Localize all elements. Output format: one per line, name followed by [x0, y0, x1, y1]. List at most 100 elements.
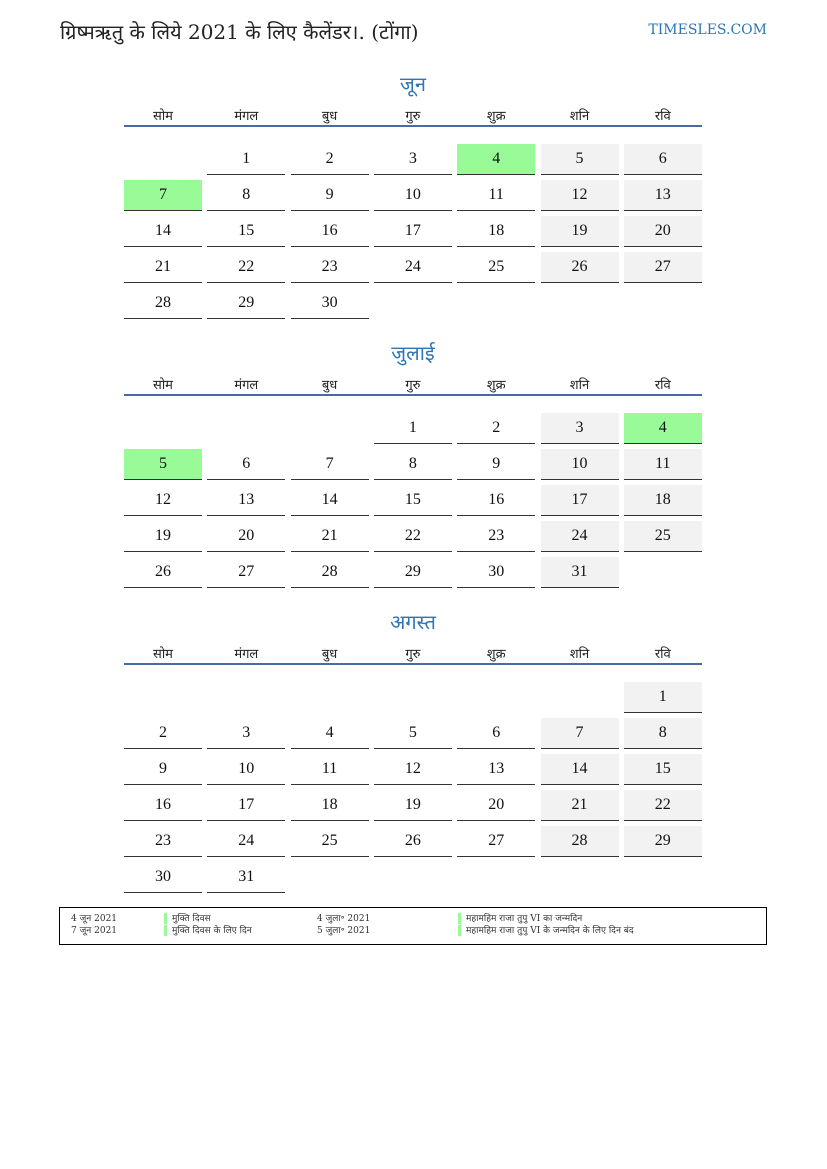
day-cell: 4 — [290, 718, 369, 749]
legend-holiday-name: महामहिम राजा तुपु VI का जन्मदिन — [466, 914, 583, 924]
day-cell: 14 — [124, 216, 202, 247]
day-cell: 29 — [373, 557, 452, 588]
day-cell: 6 — [207, 449, 286, 480]
day-cell: 5 — [373, 718, 452, 749]
day-cell: 10 — [540, 449, 619, 480]
day-cell: 26 — [373, 826, 452, 857]
day-cell: 10 — [373, 180, 452, 211]
holiday-color-marker — [164, 925, 167, 936]
header-divider — [124, 663, 702, 665]
day-cell: 5 — [540, 144, 619, 175]
day-cell: 23 — [457, 521, 536, 552]
day-cell: 23 — [290, 252, 369, 283]
month-name: अगस्त — [390, 610, 436, 634]
day-cell: 28 — [540, 826, 619, 857]
day-cell: 1 — [623, 682, 702, 713]
weekday-header: गुरु — [405, 109, 421, 124]
day-cell: 30 — [290, 288, 369, 319]
weekday-header: सोम — [153, 109, 173, 124]
day-cell: 3 — [207, 718, 286, 749]
day-cell: 4 — [457, 144, 536, 175]
weekday-header: मंगल — [234, 109, 259, 124]
day-cell: 9 — [290, 180, 369, 211]
month-name: जुलाई — [391, 341, 435, 365]
day-cell: 21 — [124, 252, 202, 283]
day-cell: 4 — [623, 413, 702, 444]
day-cell: 28 — [290, 557, 369, 588]
day-cell: 14 — [290, 485, 369, 516]
weekday-header: शनि — [569, 109, 590, 124]
day-cell: 26 — [540, 252, 619, 283]
day-cell: 20 — [207, 521, 286, 552]
day-cell: 16 — [124, 790, 202, 821]
day-cell: 14 — [540, 754, 619, 785]
day-cell: 27 — [457, 826, 536, 857]
day-cell: 19 — [540, 216, 619, 247]
day-cell: 19 — [124, 521, 202, 552]
day-cell: 24 — [207, 826, 286, 857]
day-cell: 23 — [124, 826, 202, 857]
day-cell: 26 — [124, 557, 202, 588]
day-cell: 21 — [290, 521, 369, 552]
site-link[interactable]: TIMESLES.COM — [648, 22, 767, 38]
day-cell: 20 — [623, 216, 702, 247]
day-cell: 7 — [124, 180, 202, 211]
weekday-header: सोम — [153, 378, 173, 393]
day-cell: 22 — [623, 790, 702, 821]
day-cell: 5 — [124, 449, 202, 480]
day-cell: 30 — [457, 557, 536, 588]
weekday-header: शुक्र — [486, 647, 506, 662]
day-cell: 11 — [457, 180, 536, 211]
holiday-color-marker — [164, 913, 167, 924]
weekday-header: शनि — [569, 378, 590, 393]
day-cell: 30 — [124, 862, 202, 893]
day-cell: 6 — [457, 718, 536, 749]
day-cell: 11 — [290, 754, 369, 785]
weekday-header: रवि — [654, 647, 671, 662]
day-cell: 12 — [540, 180, 619, 211]
day-cell: 11 — [623, 449, 702, 480]
day-cell: 12 — [373, 754, 452, 785]
day-cell: 6 — [623, 144, 702, 175]
day-cell: 29 — [207, 288, 286, 319]
day-cell: 8 — [373, 449, 452, 480]
weekday-header: मंगल — [234, 647, 259, 662]
day-cell: 18 — [290, 790, 369, 821]
day-cell: 28 — [124, 288, 202, 319]
day-cell: 13 — [623, 180, 702, 211]
legend-date: 4 जून 2021 — [71, 914, 118, 924]
day-cell: 17 — [373, 216, 452, 247]
day-cell: 25 — [457, 252, 536, 283]
day-cell: 13 — [207, 485, 286, 516]
day-cell: 1 — [373, 413, 452, 444]
day-cell: 9 — [124, 754, 202, 785]
day-cell: 16 — [290, 216, 369, 247]
legend-holiday-name: महामहिम राजा तुपु VI के जन्मदिन के लिए द… — [466, 926, 634, 936]
day-cell: 16 — [457, 485, 536, 516]
day-cell: 17 — [540, 485, 619, 516]
weekday-header: रवि — [654, 109, 671, 124]
legend-date: 5 जुला॰ 2021 — [317, 926, 371, 936]
header-divider — [124, 125, 702, 127]
day-cell: 2 — [457, 413, 536, 444]
weekday-header: शुक्र — [486, 378, 506, 393]
day-cell: 8 — [207, 180, 286, 211]
day-cell: 12 — [124, 485, 202, 516]
weekday-header: रवि — [654, 378, 671, 393]
day-cell: 2 — [290, 144, 369, 175]
weekday-header: गुरु — [405, 378, 421, 393]
weekday-header: सोम — [153, 647, 173, 662]
day-cell: 9 — [457, 449, 536, 480]
day-cell: 25 — [290, 826, 369, 857]
day-cell: 22 — [373, 521, 452, 552]
legend-date: 7 जून 2021 — [71, 926, 118, 936]
day-cell: 2 — [124, 718, 202, 749]
day-cell: 8 — [623, 718, 702, 749]
weekday-header: बुध — [321, 378, 338, 393]
day-cell: 25 — [623, 521, 702, 552]
day-cell: 22 — [207, 252, 286, 283]
weekday-header: गुरु — [405, 647, 421, 662]
page-title: ग्रिष्मऋतु के लिये 2021 के लिए कैलेंडर।.… — [60, 20, 419, 44]
day-cell: 18 — [623, 485, 702, 516]
